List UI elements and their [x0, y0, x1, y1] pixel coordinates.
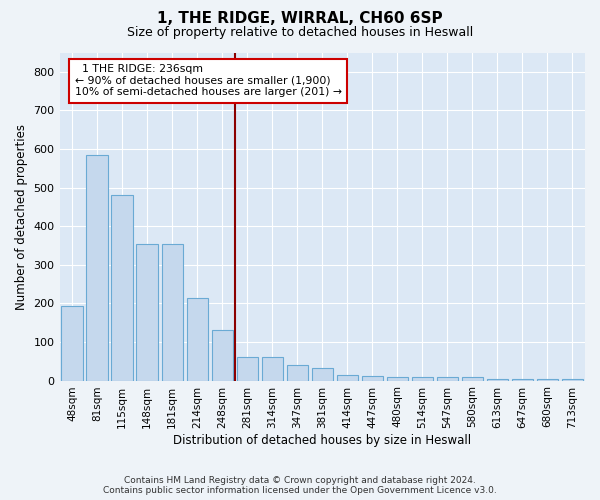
Y-axis label: Number of detached properties: Number of detached properties [15, 124, 28, 310]
Text: 1, THE RIDGE, WIRRAL, CH60 6SP: 1, THE RIDGE, WIRRAL, CH60 6SP [157, 11, 443, 26]
Bar [212, 330, 233, 380]
Text: Contains HM Land Registry data © Crown copyright and database right 2024.
Contai: Contains HM Land Registry data © Crown c… [103, 476, 497, 495]
Bar [112, 196, 133, 380]
Bar [86, 155, 108, 380]
Bar [136, 244, 158, 380]
X-axis label: Distribution of detached houses by size in Heswall: Distribution of detached houses by size … [173, 434, 472, 448]
Bar [412, 376, 433, 380]
Bar [387, 376, 408, 380]
Bar [337, 375, 358, 380]
Bar [537, 378, 558, 380]
Bar [236, 356, 258, 380]
Bar [161, 244, 183, 380]
Bar [512, 378, 533, 380]
Bar [61, 306, 83, 380]
Bar [462, 376, 483, 380]
Bar [437, 376, 458, 380]
Text: 1 THE RIDGE: 236sqm  
← 90% of detached houses are smaller (1,900)
10% of semi-d: 1 THE RIDGE: 236sqm ← 90% of detached ho… [74, 64, 341, 98]
Bar [187, 298, 208, 380]
Bar [287, 365, 308, 380]
Bar [362, 376, 383, 380]
Bar [311, 368, 333, 380]
Bar [262, 356, 283, 380]
Bar [562, 378, 583, 380]
Bar [487, 378, 508, 380]
Text: Size of property relative to detached houses in Heswall: Size of property relative to detached ho… [127, 26, 473, 39]
